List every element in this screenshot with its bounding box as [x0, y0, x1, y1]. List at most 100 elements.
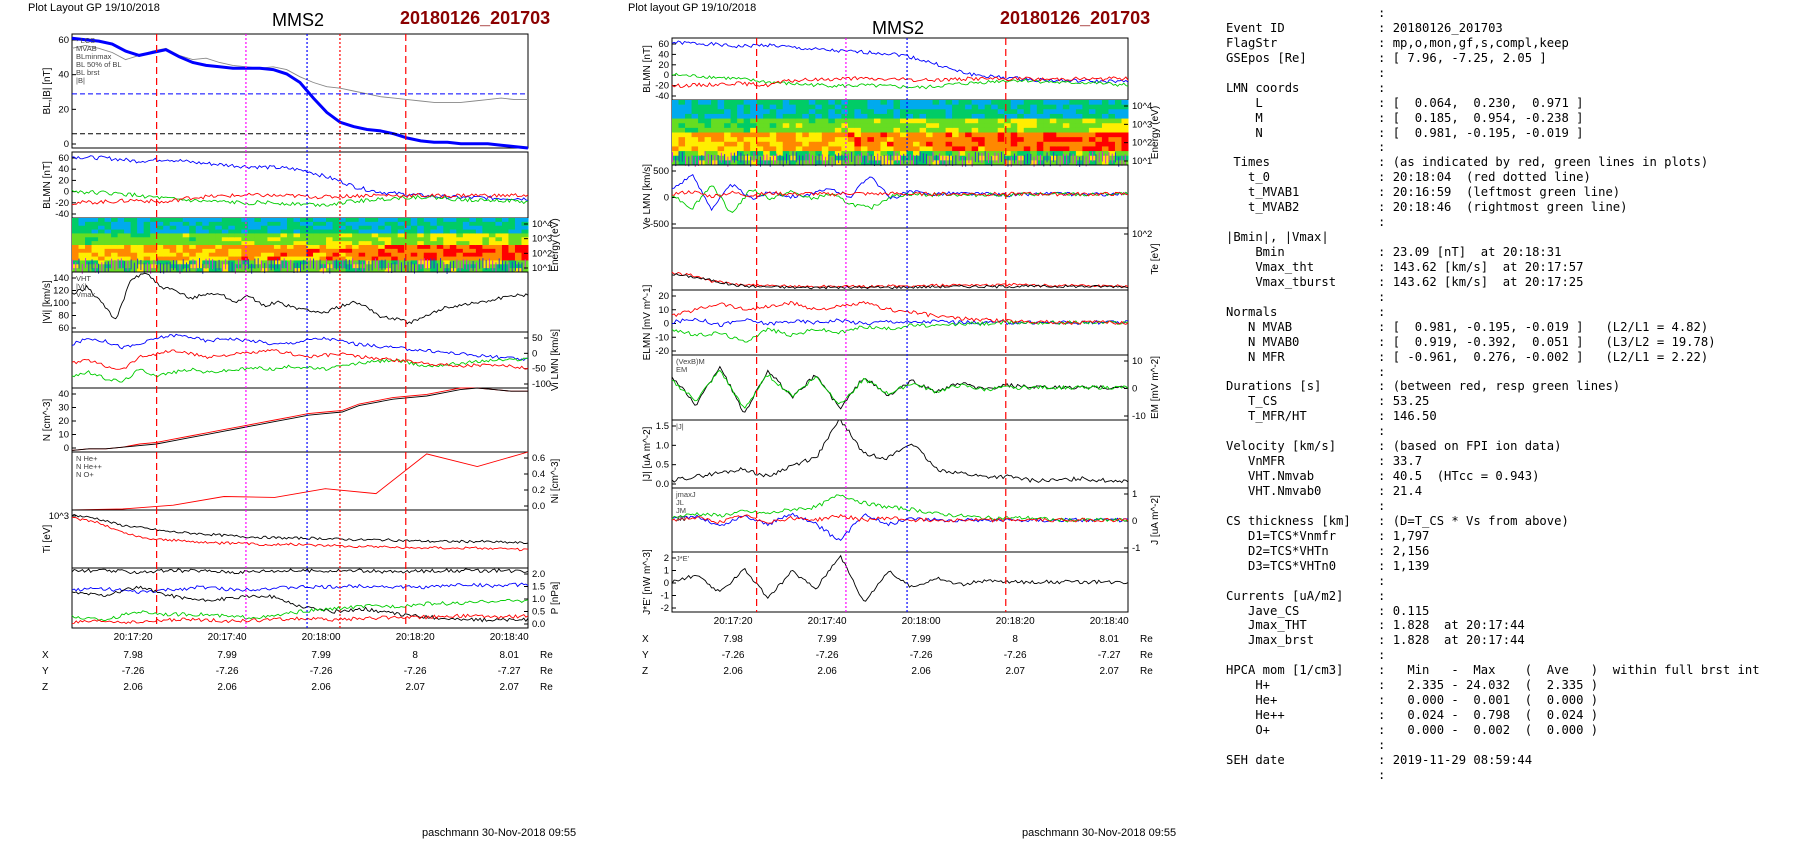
- spectrogram-noise: [482, 258, 484, 269]
- spectrogram-cell: [847, 132, 855, 138]
- spectrogram-cell: [391, 221, 399, 227]
- spectrogram-cell: [945, 118, 953, 124]
- spectrogram-noise: [704, 151, 706, 162]
- spectrogram-cell: [72, 237, 80, 242]
- spectrogram-cell: [795, 109, 803, 115]
- spectrogram-cell: [365, 252, 373, 258]
- spectrogram-cell: [821, 109, 829, 115]
- spectrogram-cell: [698, 141, 706, 147]
- spectrogram-noise: [231, 261, 233, 272]
- spectrogram-cell: [156, 241, 164, 246]
- spectrogram-cell: [834, 104, 842, 110]
- spectrogram-cell: [91, 225, 99, 231]
- orbit-value: 8: [1012, 634, 1018, 645]
- spectrogram-noise: [228, 260, 230, 271]
- spectrogram-noise: [75, 262, 77, 273]
- spectrogram-noise: [391, 263, 393, 274]
- spectrogram-cell: [169, 256, 177, 261]
- spectrogram-cell: [124, 218, 132, 223]
- spectrogram-cell: [358, 256, 366, 261]
- summary-colon: :: [1378, 498, 1393, 513]
- spectrogram-noise: [505, 261, 507, 272]
- spectrogram-cell: [913, 100, 921, 106]
- spectrogram-cell: [984, 109, 992, 115]
- orbit-value: 2.07: [1005, 666, 1025, 677]
- spectrogram-cell: [202, 252, 210, 258]
- spectrogram-cell: [1114, 113, 1122, 120]
- spectrogram-cell: [111, 229, 119, 234]
- spectrogram-cell: [1043, 132, 1051, 138]
- spectrogram-cell: [215, 233, 223, 238]
- spectrogram-noise: [1023, 155, 1025, 166]
- spectrogram-cell: [371, 252, 379, 258]
- spectrogram-cell: [815, 151, 823, 157]
- spectrogram-cell: [371, 245, 379, 250]
- left-spacecraft-title: MMS2: [272, 10, 325, 30]
- spectrogram-cell: [711, 127, 719, 133]
- spectrogram-cell: [280, 241, 288, 246]
- spectrogram-cell: [469, 248, 477, 254]
- summary-row: FlagStr: mp,o,mon,gf,s,compl,keep: [1226, 36, 1760, 51]
- spectrogram-cell: [1069, 151, 1077, 157]
- spectrogram-cell: [685, 151, 693, 157]
- spectrogram-cell: [1088, 141, 1096, 147]
- spectrogram-cell: [691, 100, 699, 106]
- spectrogram-cell: [815, 109, 823, 115]
- spectrogram-noise: [750, 156, 752, 167]
- summary-key: Event ID: [1226, 20, 1285, 35]
- spectrogram-cell: [913, 137, 921, 143]
- spectrogram-cell: [91, 229, 99, 234]
- spectrogram-cell: [514, 237, 522, 242]
- spectrogram-cell: [456, 256, 464, 261]
- spectrogram-cell: [137, 229, 145, 234]
- spectrogram-cell: [1004, 113, 1012, 120]
- summary-colon: :: [1378, 95, 1393, 110]
- spectrogram-cell: [828, 132, 836, 138]
- spectrogram-cell: [313, 237, 321, 242]
- spectrogram-cell: [130, 252, 138, 258]
- spectrogram-cell: [789, 113, 797, 120]
- spectrogram-cell: [91, 248, 99, 254]
- spectrogram-noise: [384, 259, 386, 270]
- spectrogram-cell: [85, 218, 93, 223]
- spectrogram-cell: [971, 132, 979, 138]
- spectrogram-cell: [339, 252, 347, 258]
- orbit-value: 2.07: [499, 682, 519, 693]
- spectrogram-cell: [352, 256, 360, 261]
- spectrogram-cell: [430, 241, 438, 246]
- spectrogram-cell: [867, 113, 875, 120]
- spectrogram-cell: [111, 256, 119, 261]
- spectrogram-cell: [1043, 127, 1051, 133]
- y-axis-label: BL,|B| [nT]: [42, 67, 53, 114]
- spectrogram-cell: [756, 146, 764, 152]
- spectrogram-cell: [672, 104, 680, 110]
- spectrogram-cell: [1049, 113, 1057, 120]
- spectrogram-cell: [678, 137, 686, 143]
- legend-entry: BLminmax: [76, 52, 112, 61]
- summary-value: [ 0.064, 0.230, 0.971 ]: [1392, 95, 1584, 110]
- series-vn: [671, 190, 1129, 199]
- y-tick-label: 0: [664, 578, 669, 589]
- spectrogram-cell: [306, 248, 314, 254]
- spectrogram-cell: [672, 113, 680, 120]
- spectrogram-cell: [1069, 132, 1077, 138]
- spectrogram-cell: [91, 241, 99, 246]
- spectrogram-cell: [847, 100, 855, 106]
- spectrogram-cell: [769, 146, 777, 152]
- spectrogram-cell: [78, 218, 86, 223]
- spectrogram-cell: [130, 233, 138, 238]
- summary-colon: :: [1378, 633, 1393, 648]
- spectrogram-cell: [169, 225, 177, 231]
- spectrogram-cell: [189, 252, 197, 258]
- spectrogram-cell: [769, 127, 777, 133]
- spectrogram-cell: [698, 137, 706, 143]
- spectrogram-noise: [707, 154, 709, 165]
- summary-key: Velocity [km/s]: [1226, 439, 1337, 454]
- spectrogram-cell: [997, 100, 1005, 106]
- spectrogram-cell: [78, 252, 86, 258]
- spectrogram-cell: [247, 252, 255, 258]
- spectrogram-cell: [267, 237, 275, 242]
- spectrogram-cell: [1049, 146, 1057, 152]
- spectrogram-noise: [225, 259, 227, 270]
- spectrogram-cell: [143, 225, 151, 231]
